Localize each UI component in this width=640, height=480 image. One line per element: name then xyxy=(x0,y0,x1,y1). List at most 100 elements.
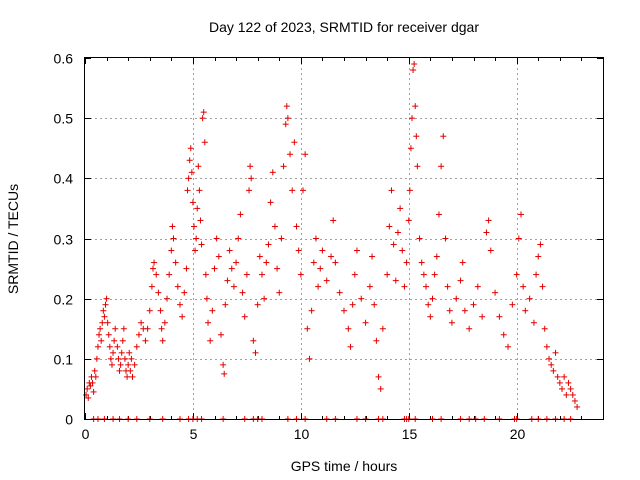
data-point xyxy=(537,241,544,248)
data-point xyxy=(558,385,565,392)
data-point xyxy=(565,379,572,386)
data-point xyxy=(174,283,181,290)
chart-title: Day 122 of 2023, SRMTID for receiver dga… xyxy=(209,19,479,35)
data-point xyxy=(416,235,423,242)
y-tick-label: 0.1 xyxy=(54,352,74,368)
data-point xyxy=(144,325,151,332)
data-point xyxy=(574,403,581,410)
data-point xyxy=(133,343,140,350)
data-point xyxy=(410,67,417,74)
data-point xyxy=(222,301,229,308)
data-point xyxy=(535,253,542,260)
data-point xyxy=(425,301,432,308)
data-point xyxy=(341,307,347,314)
data-point xyxy=(485,217,492,224)
data-point xyxy=(319,247,326,254)
data-point xyxy=(479,313,486,320)
data-point xyxy=(459,259,466,266)
y-axis-label: SRMTID / TECUs xyxy=(5,184,21,294)
y-tick-label: 0.5 xyxy=(54,111,74,127)
data-point xyxy=(183,265,190,272)
data-point xyxy=(203,295,210,302)
data-point xyxy=(158,325,165,332)
data-point xyxy=(351,271,358,278)
data-point xyxy=(213,235,220,242)
data-point xyxy=(563,391,570,398)
data-point xyxy=(411,61,418,68)
data-point xyxy=(548,361,555,368)
data-point xyxy=(84,385,91,392)
data-point xyxy=(284,115,291,122)
data-point xyxy=(289,187,296,194)
data-point xyxy=(237,211,244,218)
data-point xyxy=(159,337,166,344)
data-point xyxy=(185,175,192,182)
data-point xyxy=(241,313,248,320)
data-point xyxy=(328,253,335,260)
data-point xyxy=(261,295,268,302)
data-point xyxy=(149,265,156,272)
data-point xyxy=(127,367,134,374)
x-tick-label: 10 xyxy=(294,426,310,442)
data-point xyxy=(228,265,235,272)
data-point xyxy=(197,217,204,224)
grid-lines xyxy=(85,58,603,419)
x-tick-label: 5 xyxy=(190,426,198,442)
data-point xyxy=(408,115,415,122)
data-point xyxy=(194,205,201,212)
data-point xyxy=(457,277,464,284)
data-point xyxy=(155,289,162,296)
data-point xyxy=(358,295,365,302)
data-point xyxy=(119,337,126,344)
data-point xyxy=(170,235,177,242)
data-point xyxy=(543,343,550,350)
data-point xyxy=(323,277,330,284)
data-point xyxy=(196,187,203,194)
data-point xyxy=(349,301,356,308)
data-point xyxy=(561,373,568,380)
data-point xyxy=(546,355,553,362)
data-point xyxy=(388,187,395,194)
data-point xyxy=(252,349,259,356)
data-point xyxy=(513,271,520,278)
data-point xyxy=(125,361,132,368)
data-point xyxy=(217,331,224,338)
data-point xyxy=(256,253,263,260)
data-point xyxy=(377,385,384,392)
data-point xyxy=(403,259,410,266)
data-point xyxy=(304,325,311,332)
data-point xyxy=(466,325,473,332)
data-point xyxy=(470,301,477,308)
data-point xyxy=(397,205,404,212)
data-point xyxy=(102,301,109,308)
data-point xyxy=(401,283,408,290)
data-point xyxy=(157,307,164,314)
data-point xyxy=(509,301,516,308)
data-point xyxy=(392,277,399,284)
data-point xyxy=(105,331,112,338)
data-point xyxy=(315,283,322,290)
data-point xyxy=(198,241,205,248)
data-point xyxy=(215,253,222,260)
data-point xyxy=(556,379,563,386)
y-tick-label: 0.3 xyxy=(54,232,74,248)
data-point xyxy=(435,211,442,218)
data-point xyxy=(390,241,397,248)
data-point xyxy=(103,295,110,302)
data-point xyxy=(265,241,272,248)
data-point xyxy=(205,319,212,326)
data-point xyxy=(405,217,412,224)
data-point xyxy=(500,331,507,338)
data-point xyxy=(274,265,281,272)
data-point xyxy=(153,271,160,278)
data-point xyxy=(386,223,393,230)
y-tick-label: 0.2 xyxy=(54,292,74,308)
data-point xyxy=(362,319,369,326)
data-point xyxy=(85,394,92,401)
data-point xyxy=(233,259,240,266)
data-point xyxy=(186,157,193,164)
data-point xyxy=(151,259,158,266)
data-point xyxy=(96,331,103,338)
data-point xyxy=(530,319,537,326)
